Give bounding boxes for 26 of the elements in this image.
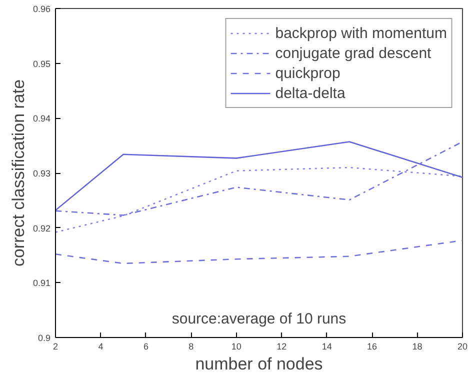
line-series — [56, 240, 462, 264]
y-tick-label: 0.95 — [32, 58, 51, 69]
x-tick-label: 2 — [52, 342, 58, 352]
y-axis-title: correct classification rate — [8, 79, 28, 267]
legend-label: conjugate grad descent — [275, 44, 432, 62]
y-tick-label: 0.9 — [38, 333, 51, 343]
y-tick-label: 0.91 — [32, 278, 51, 288]
y-tick-label: 0.93 — [32, 168, 51, 178]
y-tick-label: 0.94 — [32, 114, 51, 124]
annotation: source:average of 10 runs — [172, 310, 346, 328]
x-tick-label: 8 — [188, 342, 194, 352]
y-tick-label: 0.92 — [32, 223, 51, 234]
x-axis-title: number of nodes — [195, 354, 323, 374]
x-tick-label: 6 — [143, 342, 148, 352]
x-tick-label: 4 — [98, 342, 104, 352]
x-tick-label: 16 — [367, 342, 378, 352]
y-tick-label: 0.96 — [32, 4, 51, 14]
line-series — [56, 166, 462, 233]
legend-label: backprop with momentum — [275, 24, 447, 42]
x-tick-label: 14 — [322, 342, 332, 352]
x-tick-label: 12 — [276, 342, 287, 352]
legend-label: delta-delta — [275, 84, 346, 102]
x-tick-label: 18 — [412, 342, 422, 352]
x-tick-label: 10 — [231, 342, 242, 352]
x-tick-label: 20 — [457, 342, 468, 352]
legend-label: quickprop — [275, 64, 340, 82]
